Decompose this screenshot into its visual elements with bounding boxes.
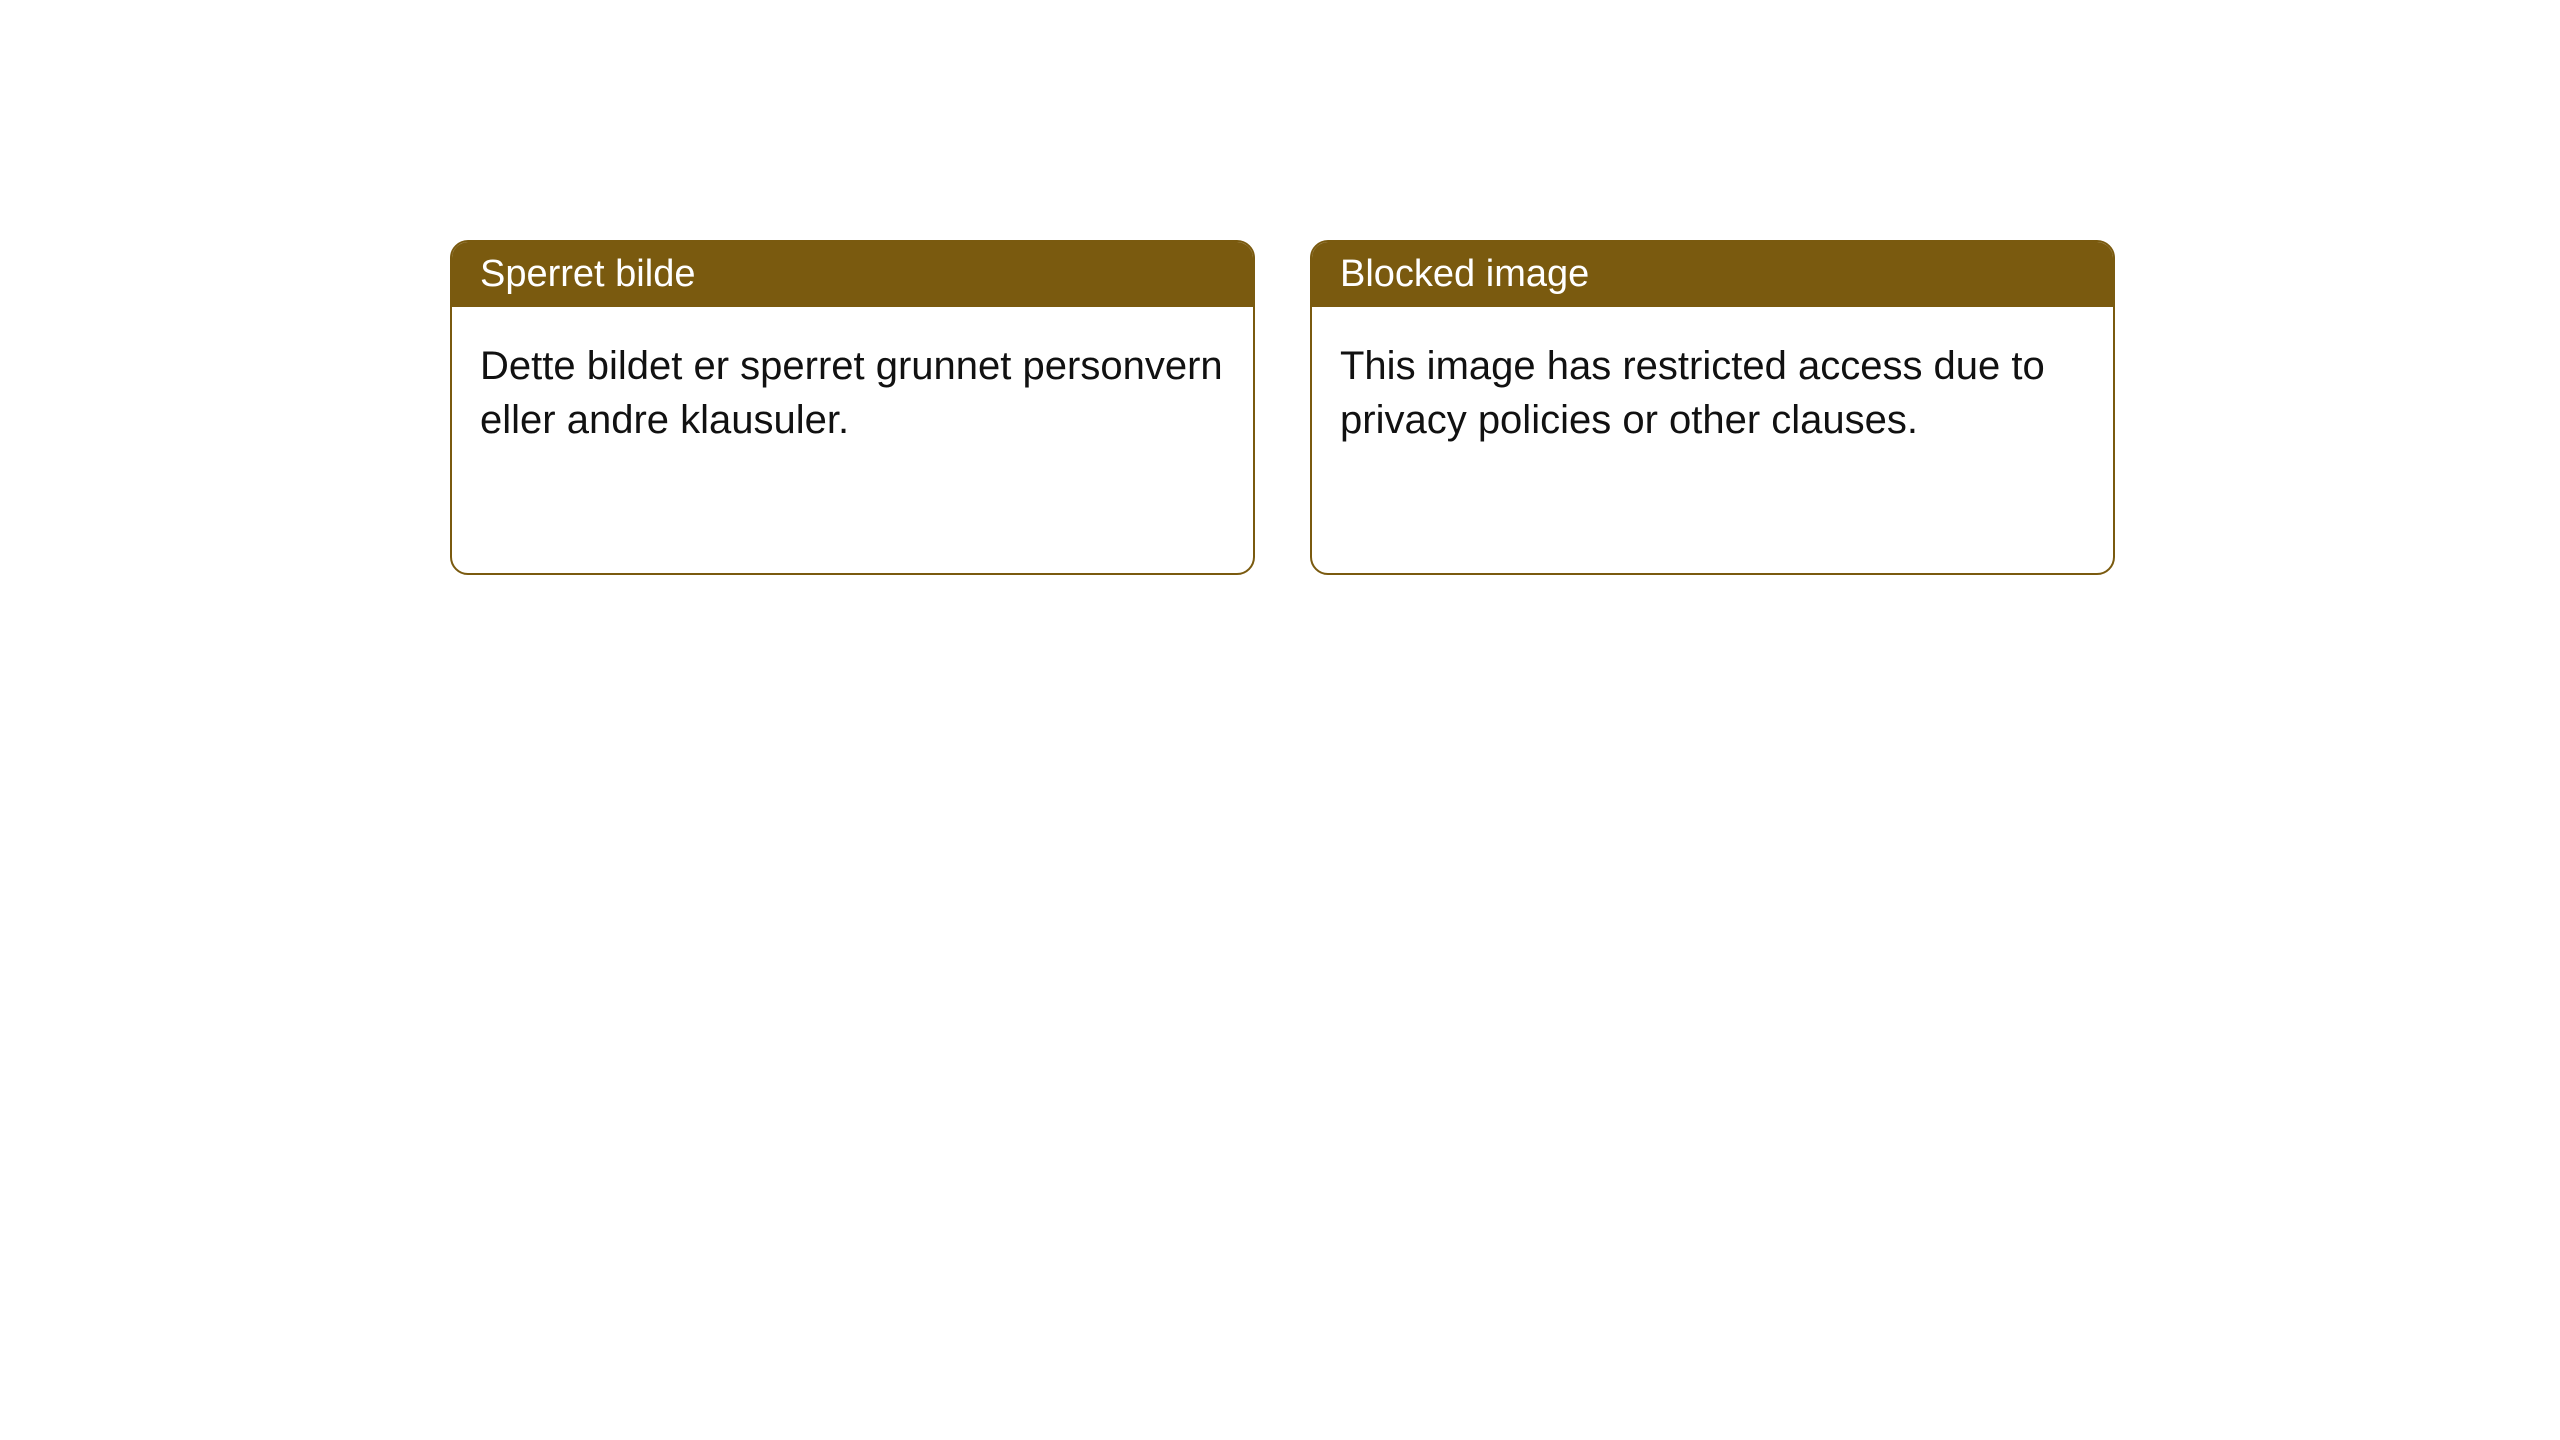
notice-card-english: Blocked image This image has restricted … xyxy=(1310,240,2115,575)
notice-header-english: Blocked image xyxy=(1312,242,2113,307)
notice-card-norwegian: Sperret bilde Dette bildet er sperret gr… xyxy=(450,240,1255,575)
notice-container: Sperret bilde Dette bildet er sperret gr… xyxy=(450,240,2115,575)
notice-header-norwegian: Sperret bilde xyxy=(452,242,1253,307)
notice-body-norwegian: Dette bildet er sperret grunnet personve… xyxy=(452,307,1253,479)
notice-body-english: This image has restricted access due to … xyxy=(1312,307,2113,479)
